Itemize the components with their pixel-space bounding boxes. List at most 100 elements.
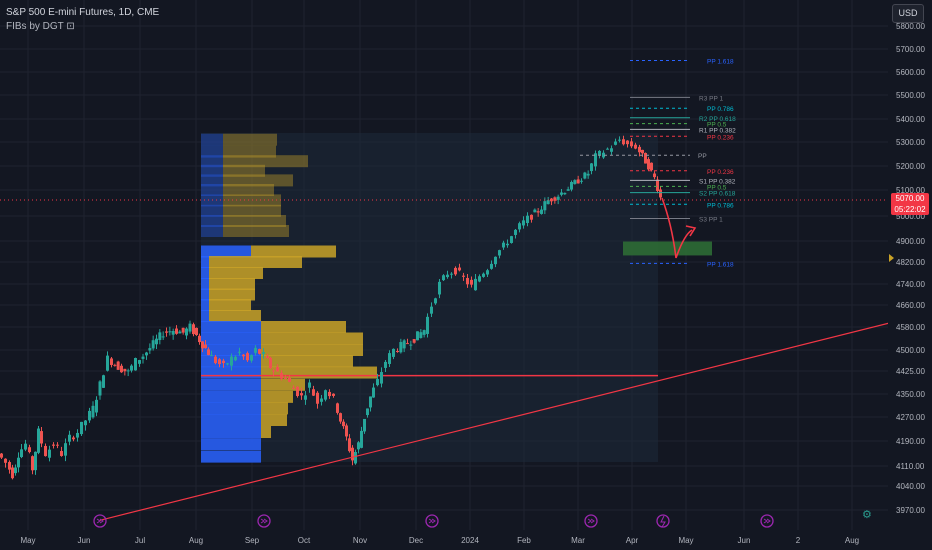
volume-profile-up-bar [201,215,223,227]
volume-profile-up-bar [201,438,261,451]
candle-body [192,324,195,335]
fib-level-label: S3 PP 1 [699,217,723,224]
candle-body [342,421,345,427]
candle-body [276,366,279,372]
candle-body [158,332,162,341]
lightning-event-icon [656,514,670,528]
trendline [0,199,891,521]
volume-profile-down-bar [261,414,287,426]
candle-body [292,387,295,389]
candle-body [543,201,547,211]
volume-profile-down-bar [209,288,255,301]
indicator-name: FIBs by DGT [6,21,64,32]
candle-body [95,399,98,413]
candle-body [533,209,537,213]
time-tick-label: 2024 [461,536,479,545]
candle-body [566,189,570,191]
candle-body [550,198,553,202]
volume-profile-down-bar [261,332,363,345]
candle-body [573,180,577,185]
candle-body [536,211,540,213]
candle-body [526,215,529,224]
candle-body [230,356,233,366]
volume-profile-up-bar [201,288,209,301]
volume-profile-down-bar [223,215,286,227]
earnings-event-icon [257,514,271,528]
volume-profile [201,133,377,463]
indicator-label[interactable]: FIBs by DGT ⊡ [6,20,159,34]
candle-body [31,456,34,471]
candle-body [438,281,441,295]
indicator-settings-icon[interactable]: ⊡ [66,21,75,32]
currency-button[interactable]: USD [892,4,924,23]
candle-body [214,356,217,364]
fib-level-label: PP 1.618 [707,59,734,66]
candle-body [466,277,469,285]
earnings-event-icon [584,514,598,528]
fib-level-label: S1 PP 0.382 [699,178,736,185]
candle-body [320,398,323,402]
candles [0,135,662,480]
candle-body [366,408,369,416]
price-tick-label: 4190.00 [896,437,925,446]
candle-body [345,425,348,437]
candle-body [17,457,20,468]
target-zone-box [623,241,712,256]
volume-profile-up-bar [201,344,261,356]
candle-body [165,331,168,333]
event-markers [93,514,774,528]
candle-body [34,451,37,471]
earnings-event-icon [760,514,774,528]
candle-body [0,453,3,458]
volume-profile-down-bar [209,299,251,311]
candle-body [514,229,517,235]
candle-body [348,438,351,452]
candle-body [44,445,47,457]
candle-body [8,462,11,470]
volume-profile-down-bar [209,310,261,322]
candle-body [494,256,497,265]
candle-body [553,197,557,201]
volume-profile-down-bar [209,256,302,268]
candle-body [175,328,178,334]
fib-level-label: PP 0.236 [707,134,734,141]
price-axis: 3970.00 4040.00 4110.00 4190.00 4270.00 4350.… [888,0,932,530]
candle-body [126,370,130,372]
volume-profile-up-bar [201,402,261,415]
price-tick-label: 4740.00 [896,280,925,289]
candle-body [546,200,550,205]
volume-profile-up-bar [201,145,223,158]
time-tick-label: Dec [409,536,423,545]
candle-body [454,267,457,275]
candle-body [351,447,354,461]
price-tick-label: 5300.00 [896,138,925,147]
volume-profile-down-bar [223,155,308,168]
volume-profile-up-bar [201,414,261,426]
fib-level-label: PP 0.786 [707,106,734,113]
volume-profile-up-bar [201,225,223,237]
candle-body [171,331,175,335]
volume-profile-up-bar [201,256,209,268]
candle-body [120,365,123,373]
volume-profile-down-bar [223,184,274,196]
chart-settings-icon[interactable]: ⚙ [862,509,872,521]
volume-profile-up-bar [201,133,223,146]
candle-body [238,351,241,353]
candle-body [234,356,237,361]
price-tick-label: 3970.00 [896,506,925,515]
candle-body [590,163,593,172]
candle-body [412,339,416,343]
price-tick-label: 5000.00 [896,212,925,221]
fib-level-label: PP 0.786 [707,202,734,209]
candle-body [288,377,291,382]
volume-profile-up-bar [201,378,261,391]
candle-body [498,250,501,256]
volume-profile-up-bar [201,450,261,463]
candle-body [110,358,113,365]
candle-body [300,393,303,396]
candle-body [570,181,573,190]
candle-body [123,368,127,372]
price-tick-label: 5500.00 [896,91,925,100]
